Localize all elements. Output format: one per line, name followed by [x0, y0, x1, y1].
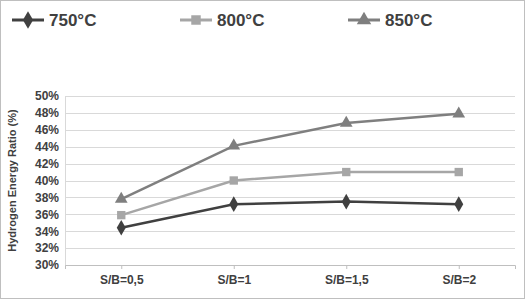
series-line: [121, 172, 459, 215]
x-tick-mark: [459, 265, 460, 269]
y-tick: 34%: [35, 225, 65, 239]
x-tick: S/B=0,5: [100, 265, 144, 287]
series-line: [121, 202, 459, 228]
chart-frame: [1, 1, 525, 299]
legend: 750°C 800°C 850°C: [12, 11, 432, 30]
y-tick: 48%: [35, 106, 65, 120]
legend-label: 800°C: [217, 11, 264, 30]
x-tick-mark: [121, 265, 122, 269]
x-tick-label: S/B=1,5: [325, 273, 369, 287]
y-tick: 50%: [35, 89, 65, 103]
y-tick-label: 32%: [35, 241, 59, 255]
legend-label: 750°C: [49, 11, 96, 30]
grid-line: [65, 248, 515, 249]
data-point: [227, 139, 240, 150]
legend-item: 800°C: [180, 11, 264, 30]
y-tick: 38%: [35, 191, 65, 205]
data-point: [117, 220, 126, 236]
grid: [65, 97, 515, 266]
legend-label: 850°C: [385, 11, 432, 30]
y-tick-label: 44%: [35, 140, 59, 154]
grid-line: [65, 214, 515, 215]
legend-marker: [357, 12, 371, 24]
legend-marker: [191, 15, 200, 24]
x-tick-label: S/B=2: [442, 273, 476, 287]
y-tick-label: 38%: [35, 191, 59, 205]
y-tick: 40%: [35, 174, 65, 188]
data-point: [117, 211, 125, 219]
grid-line: [65, 181, 515, 182]
y-axis: 30% 32% 34% 36% 38% 40% 42% 44% 46% 48% 50%: [35, 89, 66, 272]
grid-line: [65, 130, 515, 131]
y-tick-label: 46%: [35, 123, 59, 137]
x-tick: S/B=1: [217, 265, 251, 287]
y-tick: 42%: [35, 157, 65, 171]
chart: 30% 32% 34% 36% 38% 40% 42% 44% 46% 48% 50% S/B=0,5…: [0, 0, 525, 299]
y-tick-label: 48%: [35, 106, 59, 120]
legend-item: 850°C: [348, 11, 432, 30]
data-point: [454, 196, 463, 212]
data-point: [340, 116, 353, 127]
grid-line: [65, 164, 515, 165]
legend-item: 750°C: [12, 11, 96, 30]
data-point: [230, 176, 238, 184]
y-tick-label: 34%: [35, 225, 59, 239]
x-tick-label: S/B=1: [217, 273, 251, 287]
x-tick: S/B=2: [442, 265, 476, 287]
data-point: [342, 194, 351, 210]
x-tick-mark: [346, 265, 347, 269]
y-tick: 30%: [35, 258, 65, 272]
data-point: [342, 168, 350, 176]
x-tick-label: S/B=0,5: [100, 273, 144, 287]
y-tick-label: 30%: [35, 258, 59, 272]
grid-line: [65, 147, 515, 148]
data-point: [455, 168, 463, 176]
grid-line: [65, 197, 515, 198]
y-tick: 46%: [35, 123, 65, 137]
y-tick-label: 40%: [35, 174, 59, 188]
y-tick: 32%: [35, 241, 65, 255]
legend-marker: [23, 11, 33, 29]
x-tick-mark: [234, 265, 235, 269]
series-line: [121, 114, 459, 199]
y-tick-label: 50%: [35, 89, 59, 103]
data-point: [115, 192, 128, 203]
x-tick: S/B=1,5: [325, 265, 369, 287]
data-point: [452, 106, 465, 117]
grid-line: [65, 231, 515, 232]
y-axis-line: [65, 97, 66, 266]
data-point: [229, 196, 238, 212]
x-axis: S/B=0,5 S/B=1 S/B=1,5 S/B=2: [66, 265, 516, 287]
plot-marks: [115, 106, 465, 235]
y-tick-label: 36%: [35, 208, 59, 222]
y-tick: 36%: [35, 208, 65, 222]
y-tick: 44%: [35, 140, 65, 154]
grid-line: [65, 96, 515, 97]
x-axis-line: [66, 266, 516, 270]
y-tick-label: 42%: [35, 157, 59, 171]
y-axis-title: Hydrogen Energy Ratio (%): [6, 109, 18, 252]
